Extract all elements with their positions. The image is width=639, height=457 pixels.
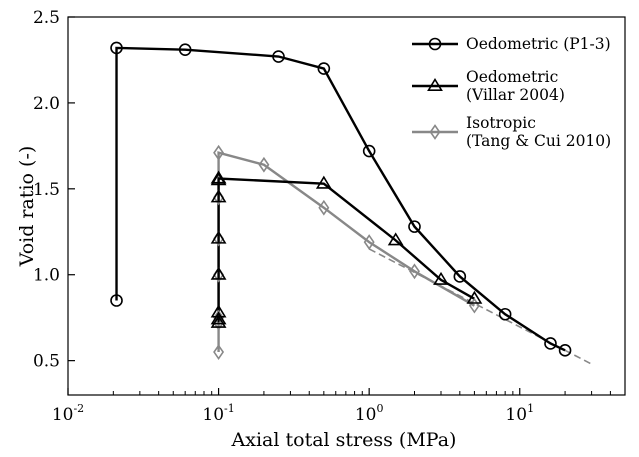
data-point — [318, 199, 330, 216]
legend-swatch-marker — [427, 77, 443, 92]
legend-swatch-marker — [429, 124, 441, 140]
legend-entry-3: Isotropic(Tang & Cui 2010) — [412, 114, 611, 150]
data-point — [387, 232, 404, 246]
x-tick-label: 10-1 — [202, 402, 234, 425]
y-tick-label: 0.5 — [33, 352, 60, 372]
data-point — [408, 220, 421, 233]
x-tick-label: 100 — [355, 402, 384, 425]
data-point — [210, 311, 227, 325]
data-point — [210, 304, 227, 318]
legend: Oedometric (P1-3) Oedometric (Villar 2004… — [412, 35, 611, 150]
data-point — [178, 43, 192, 56]
data-point — [409, 263, 420, 280]
data-point — [363, 234, 375, 250]
data-point — [210, 170, 227, 184]
data-point — [498, 307, 512, 321]
data-point — [210, 266, 227, 280]
legend-label: (Tang & Cui 2010) — [466, 132, 611, 150]
legend-label: Isotropic — [466, 114, 536, 132]
y-tick-label: 1.0 — [33, 266, 60, 286]
data-point — [272, 50, 285, 63]
data-point — [110, 294, 123, 307]
data-point — [213, 144, 225, 161]
plot-marks — [110, 41, 592, 365]
data-point — [558, 344, 572, 357]
data-point — [210, 314, 227, 328]
data-point — [210, 172, 227, 186]
y-tick-label: 1.5 — [33, 180, 60, 200]
data-point — [466, 290, 483, 304]
x-axis-label: Axial total stress (MPa) — [231, 429, 457, 451]
data-point — [213, 344, 225, 360]
y-tick-label: 2.0 — [33, 94, 60, 114]
y-axis-label: Void ratio (-) — [16, 146, 38, 268]
plot-frame — [67, 16, 626, 396]
series-markers-2 — [210, 170, 483, 328]
legend-entry-1: Oedometric (P1-3) — [412, 35, 611, 53]
x-tick-label: 101 — [505, 402, 534, 425]
series-markers-1 — [110, 41, 572, 357]
data-point — [210, 230, 227, 244]
data-point — [362, 144, 376, 158]
legend-swatch-marker — [428, 37, 442, 51]
data-point — [317, 62, 331, 75]
data-point — [110, 41, 123, 55]
series-line-1 — [115, 46, 566, 352]
data-point — [258, 156, 270, 173]
data-point — [433, 271, 449, 285]
data-point — [210, 189, 227, 203]
y-tick-label: 2.5 — [33, 8, 60, 28]
legend-label: Oedometric (P1-3) — [466, 35, 611, 53]
data-point — [544, 337, 557, 350]
x-tick-label: 10-2 — [52, 402, 84, 425]
data-point — [315, 175, 332, 189]
legend-entry-2: Oedometric (Villar 2004) — [412, 68, 565, 104]
legend-label: Oedometric — [466, 68, 558, 86]
reference-trend-line — [368, 248, 592, 365]
data-point — [453, 270, 467, 283]
legend-label: (Villar 2004) — [466, 86, 565, 104]
axis-ticks: 10-2 10-1 100 101 0.5 1.0 1.5 2.0 2.5 — [33, 8, 626, 425]
